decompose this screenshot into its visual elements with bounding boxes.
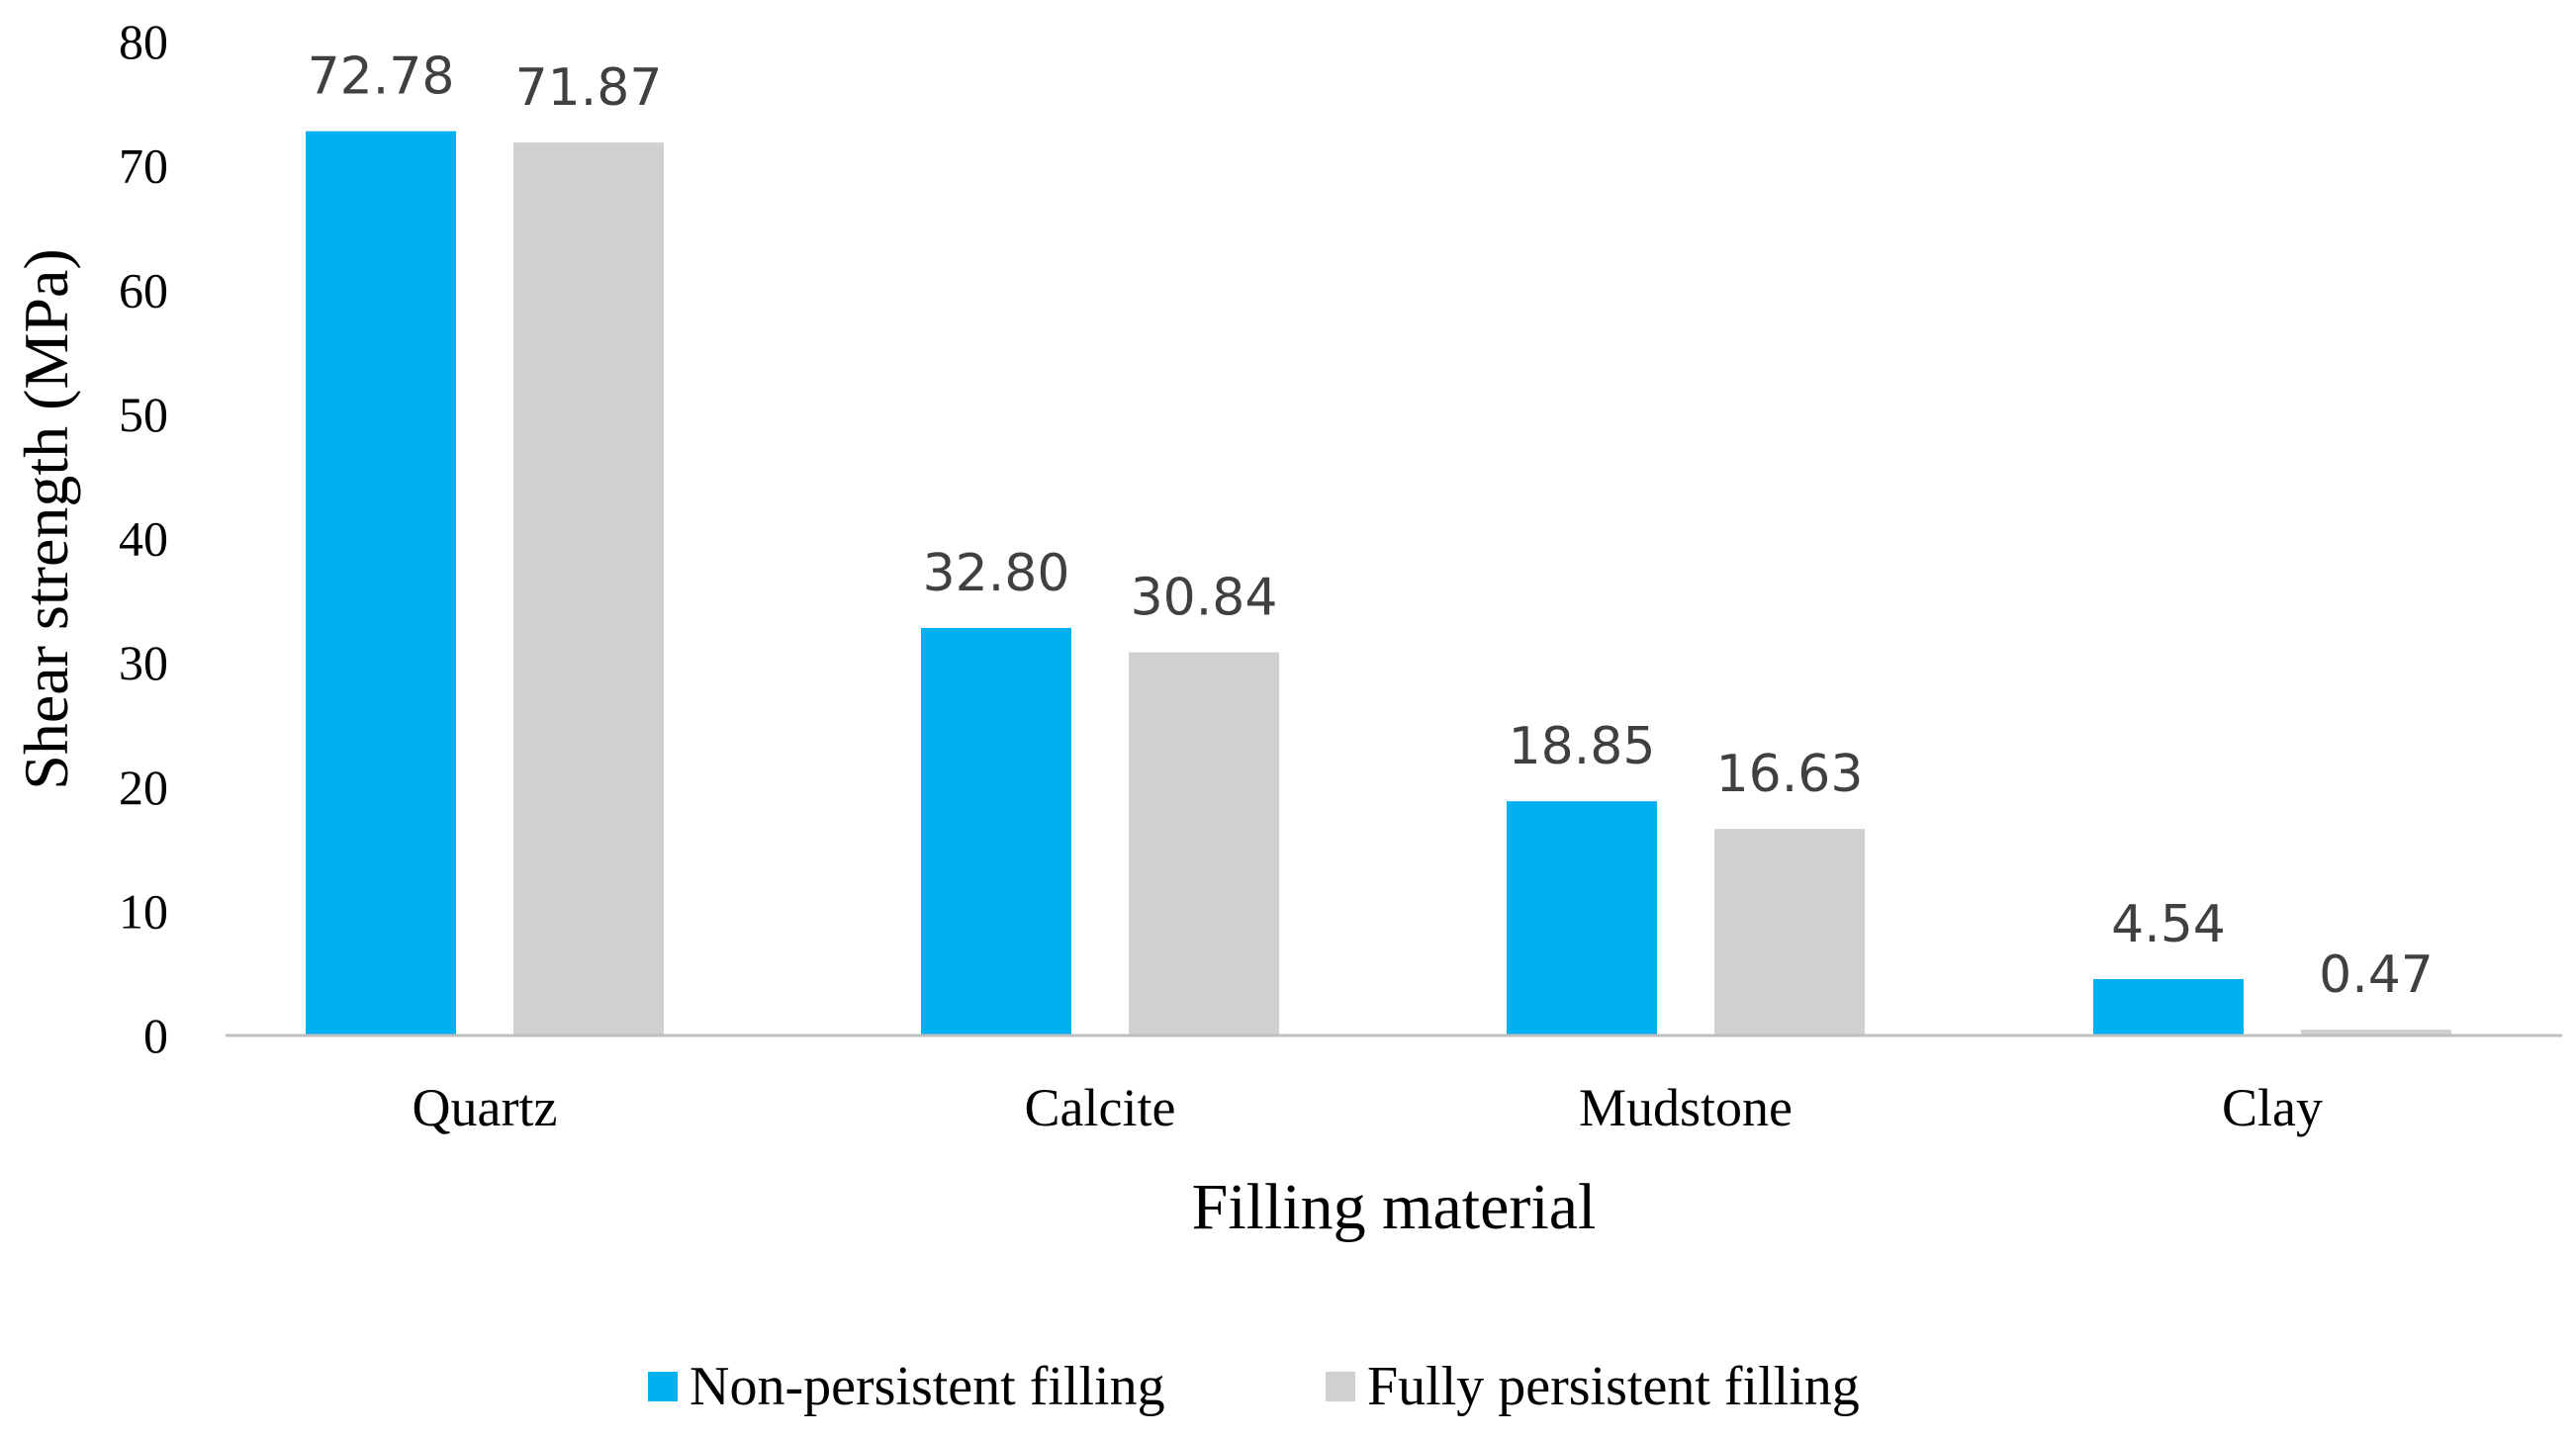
data-label: 0.47 xyxy=(2319,945,2434,1005)
bar-quartz-series-2 xyxy=(513,142,664,1035)
data-label: 72.78 xyxy=(308,47,455,107)
y-tick-label: 0 xyxy=(143,1008,168,1063)
bar-quartz-series-1 xyxy=(306,131,456,1036)
y-tick-label: 30 xyxy=(119,635,168,690)
bar-clay-series-2 xyxy=(2301,1030,2451,1035)
bar-clay-series-1 xyxy=(2093,978,2244,1035)
legend-swatch xyxy=(1326,1372,1355,1401)
x-axis-title: Filling material xyxy=(1192,1171,1597,1243)
legend-label: Fully persistent filling xyxy=(1367,1356,1860,1417)
y-tick-label: 50 xyxy=(119,387,168,442)
x-tick-label: Mudstone xyxy=(1579,1078,1793,1137)
bars xyxy=(306,131,2451,1036)
y-tick-label: 40 xyxy=(119,511,168,567)
data-label: 32.80 xyxy=(923,544,1070,603)
x-tick-label: Clay xyxy=(2222,1078,2323,1137)
y-tick-label: 20 xyxy=(119,760,168,815)
data-label: 30.84 xyxy=(1131,569,1278,628)
bar-mudstone-series-1 xyxy=(1507,801,1657,1035)
data-label: 18.85 xyxy=(1509,717,1656,776)
y-axis-ticks: 0 10 20 30 40 50 60 70 80 xyxy=(119,14,168,1063)
data-label: 71.87 xyxy=(515,58,663,118)
legend-swatch xyxy=(648,1372,678,1401)
data-label: 16.63 xyxy=(1716,745,1864,804)
legend: Non-persistent filling Fully persistent f… xyxy=(648,1356,1860,1417)
y-tick-label: 10 xyxy=(119,883,168,939)
y-axis-title: Shear strength (MPa) xyxy=(11,248,81,789)
y-tick-label: 70 xyxy=(119,138,168,194)
y-tick-label: 80 xyxy=(119,14,168,69)
x-axis-category-labels: Quartz Calcite Mudstone Clay xyxy=(413,1078,2323,1137)
bar-calcite-series-1 xyxy=(921,627,1071,1035)
y-tick-label: 60 xyxy=(119,262,168,317)
bar-mudstone-series-2 xyxy=(1714,829,1865,1035)
data-label: 4.54 xyxy=(2111,895,2226,954)
legend-label: Non-persistent filling xyxy=(690,1356,1165,1417)
x-tick-label: Calcite xyxy=(1025,1078,1176,1137)
data-labels: 72.78 71.87 32.80 30.84 18.85 16.63 4.54 0.47 xyxy=(308,47,2434,1005)
bar-calcite-series-2 xyxy=(1129,652,1279,1035)
x-tick-label: Quartz xyxy=(413,1078,558,1137)
